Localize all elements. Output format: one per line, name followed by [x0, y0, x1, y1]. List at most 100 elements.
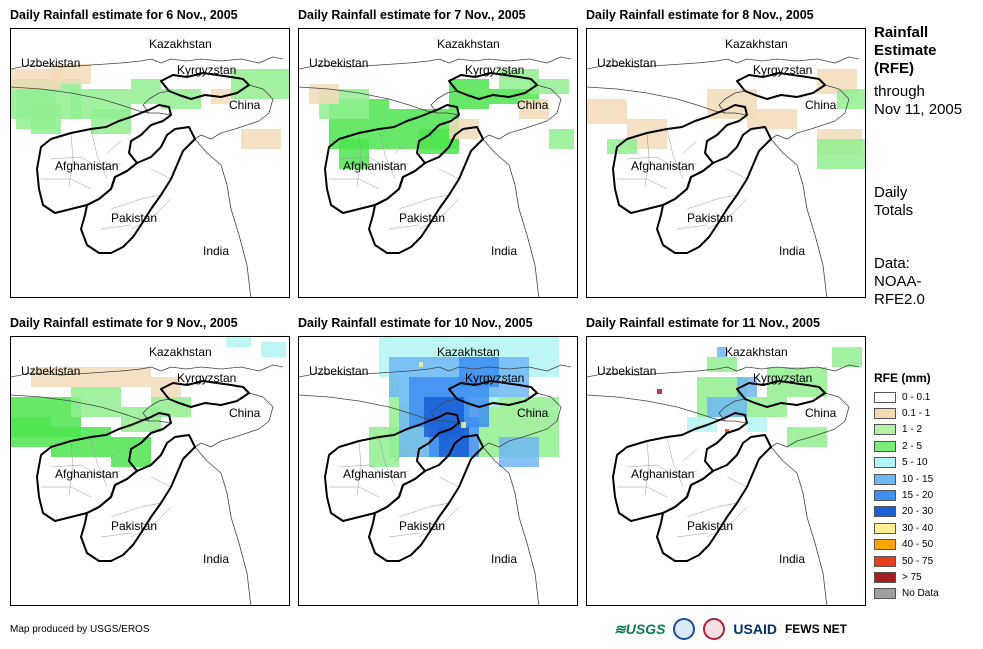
province-border — [726, 168, 748, 180]
pakistan-outline — [80, 126, 196, 254]
country-border — [430, 90, 460, 116]
legend-label: > 75 — [902, 571, 922, 583]
map-credit: Map produced by USGS/EROS — [10, 624, 150, 635]
country-border — [299, 86, 438, 114]
nasa-logo-icon — [703, 618, 726, 640]
province-border — [100, 532, 132, 538]
country-border — [770, 446, 828, 605]
province-border — [356, 440, 362, 496]
map-panel-nov-11: Daily Rainfall estimate for 11 Nov., 200… — [586, 316, 866, 606]
rainfall-area — [91, 109, 131, 134]
province-border — [50, 156, 122, 170]
legend-swatch — [874, 506, 896, 518]
province-border — [100, 224, 132, 230]
country-border — [142, 398, 172, 424]
side-date-range: through Nov 11, 2005 — [874, 83, 962, 119]
province-border — [338, 464, 410, 478]
pakistan-outline — [656, 434, 772, 562]
label-kyrgyzstan: Kyrgyzstan — [753, 371, 812, 385]
province-border — [394, 448, 410, 462]
map-svg: Kazakhstan Uzbekistan Kyrgyzstan China Afgha… — [11, 37, 289, 297]
map-panel-nov-7: Daily Rainfall estimate for 7 Nov., 2005… — [298, 8, 578, 298]
country-border — [11, 86, 150, 114]
legend-swatch — [874, 408, 896, 420]
province-border — [686, 502, 738, 518]
label-india: India — [491, 552, 517, 566]
province-border — [150, 168, 172, 180]
side-daily-line: Totals — [874, 202, 914, 219]
map-svg: Kazakhstan Uzbekistan Kyrgyzstan China Afgha… — [299, 37, 574, 297]
side-data-line: NOAA- — [874, 273, 922, 290]
legend-swatch — [874, 588, 896, 600]
legend-item: 10 - 15 — [874, 471, 974, 487]
fews-net-logo: FEWS NET — [784, 622, 847, 636]
province-border — [41, 486, 92, 498]
rainfall-area — [707, 397, 747, 417]
country-border — [482, 446, 540, 605]
kyrgyzstan-outline — [736, 72, 826, 100]
legend-item: 5 - 10 — [874, 455, 974, 471]
legend-swatch — [874, 539, 896, 551]
country-border — [718, 90, 748, 116]
legend-item: 2 - 5 — [874, 438, 974, 454]
usaid-logo: USAID — [733, 621, 777, 637]
label-pakistan: Pakistan — [687, 519, 733, 533]
province-border — [394, 140, 410, 154]
province-border — [626, 156, 698, 170]
rainfall-area — [419, 362, 423, 367]
rainfall-map: Kazakhstan Uzbekistan Kyrgyzstan China Afgha… — [298, 28, 578, 298]
rainfall-area — [607, 139, 637, 154]
label-kyrgyzstan: Kyrgyzstan — [177, 371, 236, 385]
legend-label: 5 - 10 — [902, 457, 928, 469]
country-border — [299, 56, 572, 70]
province-border — [644, 440, 650, 496]
rainfall-area — [449, 79, 489, 109]
label-afghanistan: Afghanistan — [55, 159, 118, 173]
rainfall-map: Kazakhstan Uzbekistan Kyrgyzstan China Afgha… — [586, 28, 866, 298]
rainfall-area — [226, 337, 251, 347]
province-border — [338, 156, 410, 170]
kyrgyzstan-outline — [448, 72, 538, 100]
legend-swatch — [874, 440, 896, 452]
rainfall-area — [519, 99, 549, 119]
legend-label: 1 - 2 — [902, 424, 923, 436]
noaa-logo-icon — [673, 618, 696, 640]
pakistan-outline — [80, 434, 196, 562]
label-uzbekistan: Uzbekistan — [597, 56, 656, 70]
label-china: China — [517, 406, 549, 420]
label-india: India — [203, 244, 229, 258]
province-border — [644, 132, 650, 188]
label-india: India — [491, 244, 517, 258]
side-title-line: Rainfall — [874, 24, 929, 41]
side-daily-totals: Daily Totals — [874, 184, 913, 220]
country-border — [482, 138, 540, 297]
province-border — [706, 506, 748, 538]
kyrgyzstan-outline — [736, 380, 826, 408]
afghanistan-outline — [612, 104, 748, 214]
country-border — [770, 138, 828, 297]
side-title-line: (RFE) — [874, 60, 914, 77]
label-uzbekistan: Uzbekistan — [309, 364, 368, 378]
province-border — [676, 224, 708, 230]
province-border — [106, 140, 122, 154]
province-border — [130, 198, 172, 230]
kyrgyzstan-outline — [160, 72, 250, 100]
rainfall-area — [51, 64, 91, 84]
country-border — [299, 394, 438, 422]
province-border — [388, 224, 420, 230]
panel-title: Daily Rainfall estimate for 6 Nov., 2005 — [10, 8, 238, 22]
rainfall-area — [747, 109, 797, 129]
label-kazakhstan: Kazakhstan — [437, 345, 500, 359]
panel-title: Daily Rainfall estimate for 8 Nov., 2005 — [586, 8, 814, 22]
rainfall-area — [499, 437, 539, 467]
map-panel-nov-8: Daily Rainfall estimate for 8 Nov., 2005… — [586, 8, 866, 298]
rainfall-map: Kazakhstan Uzbekistan Kyrgyzstan China Afgha… — [586, 336, 866, 606]
label-china: China — [229, 406, 261, 420]
legend-label: 0.1 - 1 — [902, 408, 931, 420]
country-border — [430, 398, 460, 424]
province-border — [356, 132, 362, 188]
rainfall-area — [737, 377, 757, 397]
label-uzbekistan: Uzbekistan — [309, 56, 368, 70]
province-border — [150, 476, 172, 488]
country-border — [188, 392, 274, 448]
